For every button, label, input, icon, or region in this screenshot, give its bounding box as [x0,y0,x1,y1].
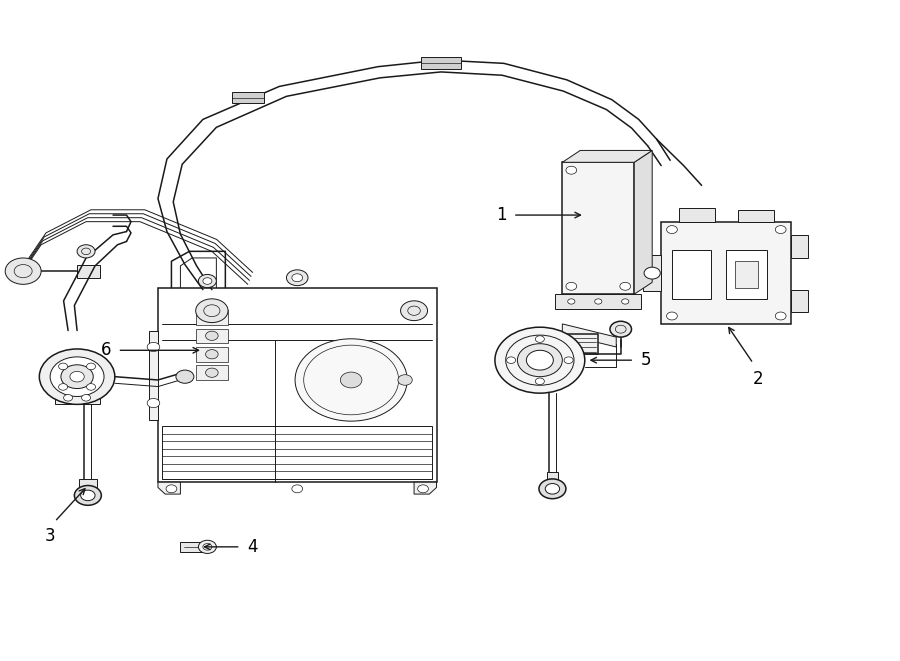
Polygon shape [562,163,634,294]
Circle shape [77,245,95,258]
Text: 2: 2 [752,370,763,388]
Polygon shape [149,330,158,420]
Circle shape [148,399,159,408]
Text: 3: 3 [45,527,56,545]
Circle shape [566,167,577,174]
Circle shape [340,372,362,388]
Circle shape [198,540,216,553]
Circle shape [205,350,218,359]
Circle shape [75,486,102,505]
Circle shape [568,299,575,304]
Circle shape [526,350,554,370]
Circle shape [398,375,412,385]
Circle shape [58,363,68,369]
Circle shape [205,368,218,377]
Polygon shape [562,151,652,163]
Circle shape [536,378,544,385]
Polygon shape [195,329,228,343]
Polygon shape [791,235,807,258]
Circle shape [64,395,73,401]
Circle shape [198,274,216,288]
Circle shape [86,383,95,390]
Polygon shape [562,324,616,347]
Circle shape [667,225,678,233]
Circle shape [595,299,602,304]
Circle shape [166,485,176,492]
Polygon shape [180,541,202,552]
Polygon shape [555,294,642,309]
Circle shape [5,258,41,284]
Polygon shape [77,264,100,278]
Circle shape [205,313,218,322]
Circle shape [507,357,516,364]
Polygon shape [672,250,712,299]
Text: 4: 4 [247,538,257,556]
Circle shape [70,371,85,382]
Polygon shape [735,261,758,288]
Circle shape [61,365,94,389]
Polygon shape [421,57,461,69]
Polygon shape [662,221,791,324]
Polygon shape [158,288,436,483]
Circle shape [58,383,68,390]
Polygon shape [231,93,264,103]
Polygon shape [547,473,558,481]
Circle shape [295,339,407,421]
Circle shape [202,278,211,284]
Circle shape [418,485,428,492]
Polygon shape [195,347,228,362]
Circle shape [536,336,544,342]
Polygon shape [554,334,598,354]
Circle shape [50,357,104,397]
Circle shape [86,363,95,369]
Circle shape [775,225,786,233]
Circle shape [81,490,95,500]
Polygon shape [55,391,100,405]
Circle shape [205,331,218,340]
Circle shape [400,301,428,321]
Polygon shape [644,254,662,291]
Text: 6: 6 [101,341,112,360]
Circle shape [518,344,562,377]
Circle shape [495,327,585,393]
Circle shape [644,267,661,279]
Circle shape [292,274,302,282]
Circle shape [40,349,115,405]
Polygon shape [726,250,767,299]
Polygon shape [680,208,716,221]
Circle shape [82,395,91,401]
Text: 1: 1 [496,206,507,224]
Circle shape [620,282,631,290]
Polygon shape [195,310,228,325]
Polygon shape [791,290,807,312]
Circle shape [545,484,560,494]
Circle shape [775,312,786,320]
Text: 5: 5 [641,351,651,369]
Circle shape [195,299,228,323]
Circle shape [566,282,577,290]
Polygon shape [158,483,180,494]
Circle shape [286,270,308,286]
Polygon shape [414,483,436,494]
Circle shape [176,370,194,383]
Circle shape [564,357,573,364]
Polygon shape [634,151,652,294]
Circle shape [539,479,566,498]
Circle shape [292,485,302,492]
Circle shape [622,299,629,304]
Polygon shape [738,210,773,221]
Polygon shape [195,366,228,380]
Circle shape [667,312,678,320]
Circle shape [148,342,159,352]
Polygon shape [79,479,97,487]
Circle shape [610,321,632,337]
